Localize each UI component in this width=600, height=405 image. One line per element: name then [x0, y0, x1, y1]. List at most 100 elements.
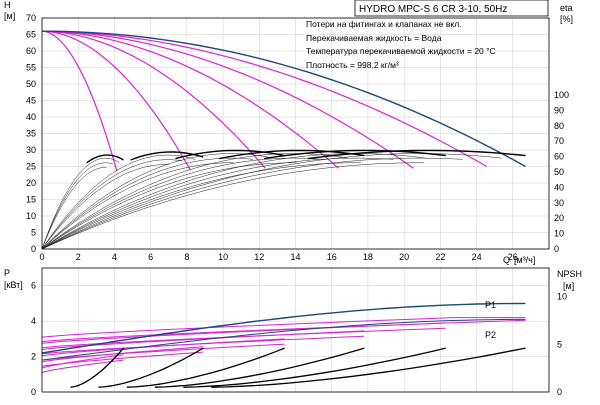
y2-tick-label: 40	[554, 182, 564, 192]
efficiency-curve-bold	[86, 154, 124, 164]
x-tick-label: 26	[508, 252, 518, 262]
efficiency-curve	[41, 162, 424, 250]
x-tick-label: 12	[254, 252, 264, 262]
y2-tick-label: 0	[554, 244, 559, 254]
x-tick-label: 18	[363, 252, 373, 262]
y-tick-label: 10	[26, 211, 36, 221]
x-tick-label: 14	[290, 252, 300, 262]
y-tick-label: 70	[26, 13, 36, 23]
note-liquid: Перекачиваемая жидкость = Вода	[306, 33, 442, 43]
y2-axis-label-eta: eta	[560, 3, 573, 13]
head-curve-magenta	[41, 30, 414, 169]
power-curve-magenta	[41, 351, 204, 367]
y2-tick-label: 50	[554, 167, 564, 177]
npsh-curve	[126, 347, 285, 388]
y2-axis-unit-eta: [%]	[560, 14, 573, 24]
npsh-curve	[98, 347, 204, 388]
x-tick-label: 10	[218, 252, 228, 262]
y-axis-label-h: H	[4, 0, 11, 10]
head-curve-magenta	[41, 30, 266, 169]
efficiency-curve-bold	[307, 149, 526, 160]
y-tick-label: 45	[26, 96, 36, 106]
npsh-tick-label: 0	[557, 387, 562, 397]
y-tick-label: 20	[26, 178, 36, 188]
y-tick-label: 35	[26, 129, 36, 139]
p-tick-label: 6	[31, 281, 36, 291]
y2-tick-label: 100	[554, 90, 569, 100]
efficiency-curve	[41, 153, 349, 250]
y2-tick-label: 80	[554, 121, 564, 131]
efficiency-curve	[41, 157, 394, 250]
head-curve-max	[41, 30, 526, 168]
npsh-axis-label: NPSH	[557, 269, 582, 279]
y-tick-label: 25	[26, 162, 36, 172]
efficiency-curve-bold	[219, 149, 365, 160]
bottom-plot-frame	[41, 267, 550, 393]
x-tick-label: 16	[327, 252, 337, 262]
power-curve-p1	[41, 302, 526, 354]
power-curve-magenta	[41, 354, 124, 369]
y-tick-label: 50	[26, 79, 36, 89]
y-tick-label: 60	[26, 46, 36, 56]
x-tick-label: 24	[472, 252, 482, 262]
power-curve-magenta	[41, 343, 285, 361]
y-axis-unit-h: [м]	[4, 11, 15, 21]
head-curve-magenta	[41, 30, 191, 171]
efficiency-curve	[41, 162, 113, 250]
npsh-curve	[183, 347, 446, 388]
efficiency-curve	[41, 162, 297, 250]
title-box	[354, 0, 549, 17]
x-axis-label-q: Q	[503, 255, 510, 265]
y-axis-unit-p: [кВт]	[4, 280, 23, 290]
efficiency-curve	[41, 157, 463, 250]
power-curve-magenta	[41, 327, 446, 349]
efficiency-curve	[41, 164, 170, 250]
npsh-axis-unit: [м]	[563, 281, 574, 291]
p-tick-label: 0	[31, 387, 36, 397]
efficiency-curve	[41, 153, 502, 250]
top-plot-frame	[41, 17, 550, 250]
npsh-curve	[154, 347, 365, 388]
efficiency-curve	[41, 157, 323, 250]
y2-tick-label: 30	[554, 198, 564, 208]
note-density: Плотность = 998.2 кг/м³	[306, 60, 399, 70]
y-tick-label: 30	[26, 145, 36, 155]
efficiency-curve	[41, 167, 107, 250]
note-fittings: Потери на фитингах и клапанах не вкл.	[306, 19, 462, 29]
tick-labels: 0 2 4 6 8 10 12 14 16 18 20 22 24 2605101520253035404…	[26, 13, 569, 397]
efficiency-curve-bold	[263, 149, 446, 160]
efficiency-curve	[41, 162, 234, 250]
npsh-curve	[211, 347, 526, 388]
power-curve-magenta	[41, 319, 526, 342]
y2-tick-label: 70	[554, 136, 564, 146]
x-axis-unit-q: [м³/ч]	[514, 255, 535, 265]
efficiency-curve	[41, 157, 120, 250]
note-temperature: Температура перекачиваемой жидкости = 20…	[306, 46, 496, 56]
chart-title: HYDRO MPC-S 6 CR 3-10, 50Hz	[359, 4, 507, 15]
y2-tick-label: 90	[554, 105, 564, 115]
x-tick-label: 0	[39, 252, 44, 262]
y-tick-label: 65	[26, 30, 36, 40]
npsh-tick-label: 5	[557, 339, 562, 349]
x-tick-label: 8	[184, 252, 189, 262]
efficiency-curve	[41, 154, 196, 250]
y2-tick-label: 60	[554, 152, 564, 162]
y-tick-label: 15	[26, 195, 36, 205]
x-tick-label: 2	[76, 252, 81, 262]
series-label-p1: P1	[485, 300, 496, 310]
p-tick-label: 2	[31, 352, 36, 362]
series-label-p2: P2	[485, 330, 496, 340]
x-tick-label: 20	[399, 252, 409, 262]
head-curve-magenta	[41, 30, 339, 169]
y-tick-label: 0	[31, 244, 36, 254]
efficiency-curve	[41, 153, 273, 250]
head-curve-magenta	[41, 30, 488, 168]
power-curve-magenta	[41, 335, 365, 355]
head-curve-magenta	[41, 30, 118, 172]
bottom-curves	[41, 302, 526, 388]
top-curves	[41, 30, 526, 250]
power-curve-magenta	[41, 317, 526, 338]
y-tick-label: 5	[31, 228, 36, 238]
